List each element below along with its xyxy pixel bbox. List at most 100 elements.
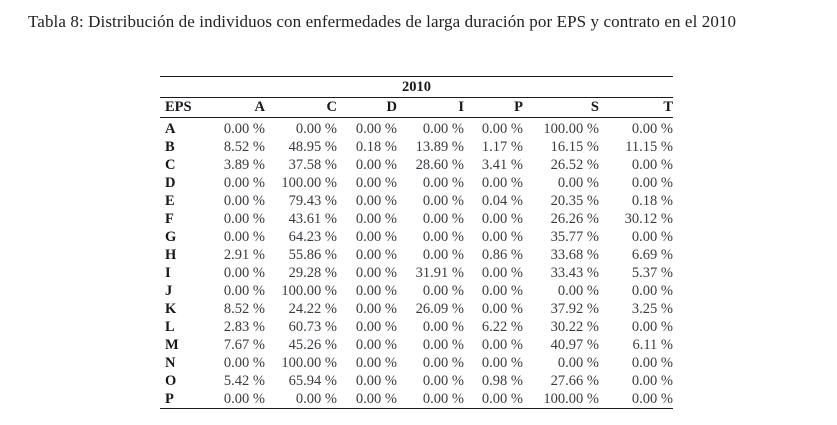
- row-label-n: N: [165, 354, 176, 371]
- cell-c-a: 3.89 %: [223, 156, 265, 173]
- cell-j-p: 0.00 %: [481, 282, 523, 299]
- cell-i-i: 31.91 %: [415, 264, 464, 281]
- cell-j-a: 0.00 %: [223, 282, 265, 299]
- cell-f-a: 0.00 %: [223, 210, 265, 227]
- cell-o-s: 27.66 %: [550, 372, 599, 389]
- row-label-i: I: [165, 264, 171, 281]
- table-caption: Tabla 8: Distribución de individuos con …: [28, 12, 737, 31]
- cell-n-p: 0.00 %: [481, 354, 523, 371]
- cell-e-c: 79.43 %: [288, 192, 337, 209]
- cell-l-c: 60.73 %: [288, 318, 337, 335]
- row-label-k: K: [165, 300, 177, 317]
- table-container: 2010 EPS A C D I P S T A 0.00 % 0.00 % 0.00 % 0.00 …: [160, 76, 673, 409]
- table-row-j: J 0.00 % 100.00 % 0.00 % 0.00 % 0.00 % 0.00 % 0…: [160, 282, 673, 300]
- cell-h-p: 0.86 %: [481, 246, 523, 263]
- cell-l-i: 0.00 %: [422, 318, 464, 335]
- cell-a-c: 0.00 %: [295, 120, 337, 137]
- cell-n-a: 0.00 %: [223, 354, 265, 371]
- cell-g-s: 35.77 %: [550, 228, 599, 245]
- cell-m-d: 0.00 %: [355, 336, 397, 353]
- cell-l-d: 0.00 %: [355, 318, 397, 335]
- row-label-o: O: [165, 372, 177, 389]
- cell-o-i: 0.00 %: [422, 372, 464, 389]
- cell-o-p: 0.98 %: [481, 372, 523, 389]
- cell-n-s: 0.00 %: [557, 354, 599, 371]
- column-header-d: D: [337, 97, 397, 118]
- cell-h-s: 33.68 %: [550, 246, 599, 263]
- cell-g-a: 0.00 %: [223, 228, 265, 245]
- cell-l-p: 6.22 %: [481, 318, 523, 335]
- row-label-a: A: [165, 120, 176, 137]
- column-header-i: I: [397, 97, 464, 118]
- cell-a-d: 0.00 %: [355, 120, 397, 137]
- table-row-p: P 0.00 % 0.00 % 0.00 % 0.00 % 0.00 % 100.00 % 0…: [160, 390, 673, 409]
- cell-j-d: 0.00 %: [355, 282, 397, 299]
- cell-d-i: 0.00 %: [422, 174, 464, 191]
- table-row-c: C 3.89 % 37.58 % 0.00 % 28.60 % 3.41 % 26.52 %…: [160, 156, 673, 174]
- cell-p-c: 0.00 %: [295, 390, 337, 407]
- cell-p-a: 0.00 %: [223, 390, 265, 407]
- cell-k-i: 26.09 %: [415, 300, 464, 317]
- cell-i-c: 29.28 %: [288, 264, 337, 281]
- cell-i-d: 0.00 %: [355, 264, 397, 281]
- cell-m-i: 0.00 %: [422, 336, 464, 353]
- cell-k-s: 37.92 %: [550, 300, 599, 317]
- row-label-f: F: [165, 210, 174, 227]
- column-header-p: P: [464, 97, 523, 118]
- table-row-d: D 0.00 % 100.00 % 0.00 % 0.00 % 0.00 % 0.00 % 0…: [160, 174, 673, 192]
- cell-h-c: 55.86 %: [288, 246, 337, 263]
- cell-b-c: 48.95 %: [288, 138, 337, 155]
- cell-g-t: 0.00 %: [631, 228, 673, 245]
- cell-h-d: 0.00 %: [355, 246, 397, 263]
- table-row-m: M 7.67 % 45.26 % 0.00 % 0.00 % 0.00 % 40.97 % 6…: [160, 336, 673, 354]
- row-label-b: B: [165, 138, 175, 155]
- table-row-e: E 0.00 % 79.43 % 0.00 % 0.00 % 0.04 % 20.35 % 0…: [160, 192, 673, 210]
- table-body: A 0.00 % 0.00 % 0.00 % 0.00 % 0.00 % 100.00 % 0…: [160, 118, 673, 409]
- row-label-h: H: [165, 246, 177, 263]
- cell-b-d: 0.18 %: [355, 138, 397, 155]
- cell-b-p: 1.17 %: [481, 138, 523, 155]
- year-header: 2010: [160, 76, 673, 98]
- cell-c-p: 3.41 %: [481, 156, 523, 173]
- column-header-eps: EPS: [160, 97, 208, 118]
- cell-a-t: 0.00 %: [631, 120, 673, 137]
- table-row-o: O 5.42 % 65.94 % 0.00 % 0.00 % 0.98 % 27.66 % 0…: [160, 372, 673, 390]
- table-row-k: K 8.52 % 24.22 % 0.00 % 26.09 % 0.00 % 37.92 %…: [160, 300, 673, 318]
- cell-l-s: 30.22 %: [550, 318, 599, 335]
- row-label-p: P: [165, 390, 174, 407]
- cell-i-s: 33.43 %: [550, 264, 599, 281]
- cell-l-a: 2.83 %: [223, 318, 265, 335]
- cell-o-t: 0.00 %: [631, 372, 673, 389]
- cell-f-t: 30.12 %: [624, 210, 673, 227]
- table-row-l: L 2.83 % 60.73 % 0.00 % 0.00 % 6.22 % 30.22 % 0…: [160, 318, 673, 336]
- cell-k-a: 8.52 %: [223, 300, 265, 317]
- row-label-g: G: [165, 228, 177, 245]
- cell-j-t: 0.00 %: [631, 282, 673, 299]
- cell-b-i: 13.89 %: [415, 138, 464, 155]
- cell-a-a: 0.00 %: [223, 120, 265, 137]
- cell-o-a: 5.42 %: [223, 372, 265, 389]
- cell-f-c: 43.61 %: [288, 210, 337, 227]
- cell-e-t: 0.18 %: [631, 192, 673, 209]
- cell-d-d: 0.00 %: [355, 174, 397, 191]
- cell-f-i: 0.00 %: [422, 210, 464, 227]
- cell-d-a: 0.00 %: [223, 174, 265, 191]
- row-label-l: L: [165, 318, 175, 335]
- cell-e-d: 0.00 %: [355, 192, 397, 209]
- row-label-m: M: [165, 336, 179, 353]
- cell-c-s: 26.52 %: [550, 156, 599, 173]
- cell-p-p: 0.00 %: [481, 390, 523, 407]
- cell-g-d: 0.00 %: [355, 228, 397, 245]
- cell-m-p: 0.00 %: [481, 336, 523, 353]
- cell-c-t: 0.00 %: [631, 156, 673, 173]
- cell-a-p: 0.00 %: [481, 120, 523, 137]
- cell-l-t: 0.00 %: [631, 318, 673, 335]
- cell-c-i: 28.60 %: [415, 156, 464, 173]
- table-row-i: I 0.00 % 29.28 % 0.00 % 31.91 % 0.00 % 33.43 %…: [160, 264, 673, 282]
- cell-d-t: 0.00 %: [631, 174, 673, 191]
- cell-i-p: 0.00 %: [481, 264, 523, 281]
- cell-n-d: 0.00 %: [355, 354, 397, 371]
- cell-h-a: 2.91 %: [223, 246, 265, 263]
- cell-o-d: 0.00 %: [355, 372, 397, 389]
- cell-j-s: 0.00 %: [557, 282, 599, 299]
